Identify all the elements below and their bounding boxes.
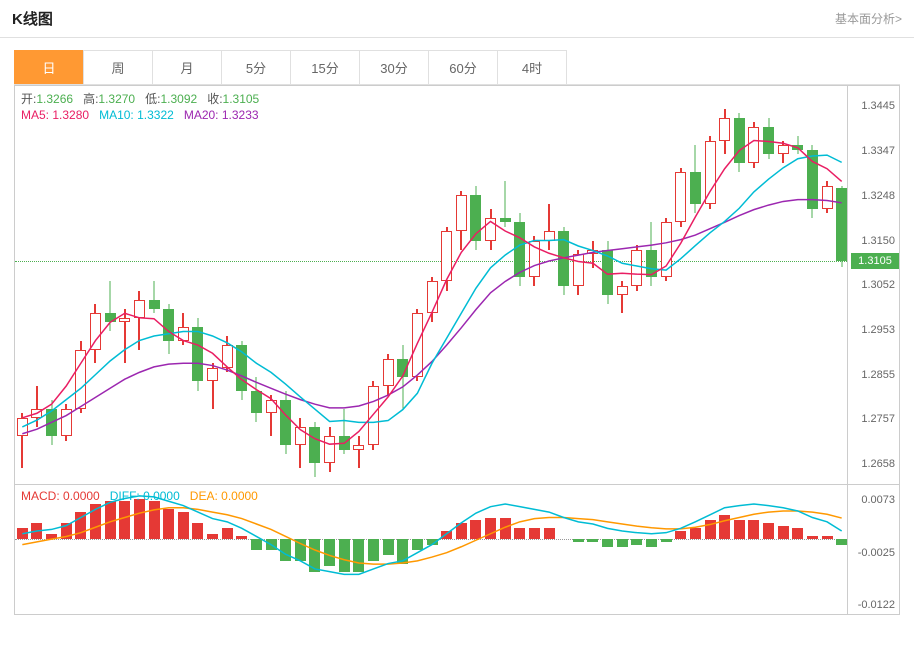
macd-display: MACD: 0.0000 DIFF: 0.0000 DEA: 0.0000 <box>21 489 258 503</box>
timeframe-tabs: 日周月5分15分30分60分4时 <box>14 50 900 85</box>
ytick: 1.3150 <box>861 235 895 247</box>
analysis-link[interactable]: 基本面分析> <box>835 10 902 27</box>
tab-4时[interactable]: 4时 <box>497 50 567 84</box>
ytick: 1.3248 <box>861 190 895 202</box>
tab-30分[interactable]: 30分 <box>359 50 429 84</box>
ytick: 1.2953 <box>861 324 895 336</box>
price-yaxis: 1.3445 1.3347 1.3248 1.3150 1.3052 1.2953 1.28… <box>847 86 899 484</box>
ytick: 1.3347 <box>861 145 895 157</box>
tab-60分[interactable]: 60分 <box>428 50 498 84</box>
ytick: 1.2757 <box>861 413 895 425</box>
ytick: 1.2658 <box>861 458 895 470</box>
tab-日[interactable]: 日 <box>14 50 84 84</box>
page-title: K线图 <box>12 8 53 29</box>
tab-5分[interactable]: 5分 <box>221 50 291 84</box>
macd-yaxis: 0.0073 -0.0025 -0.0122 <box>847 485 899 614</box>
tab-15分[interactable]: 15分 <box>290 50 360 84</box>
ohlc-display: 开:1.3266 高:1.3270 低:1.3092 收:1.3105 <box>21 90 259 107</box>
header: K线图 基本面分析> <box>0 0 914 38</box>
ma-display: MA5: 1.3280 MA10: 1.3322 MA20: 1.3233 <box>21 108 259 122</box>
ytick: 1.3445 <box>861 100 895 112</box>
current-price-tag: 1.3105 <box>851 253 899 269</box>
tab-周[interactable]: 周 <box>83 50 153 84</box>
ytick: 1.3052 <box>861 279 895 291</box>
candlestick-chart[interactable]: 开:1.3266 高:1.3270 低:1.3092 收:1.3105 MA5:… <box>14 85 900 485</box>
ytick: 1.2855 <box>861 369 895 381</box>
macd-ytick: -0.0122 <box>858 599 895 611</box>
current-price-line <box>15 261 847 262</box>
chart-container: K线图 基本面分析> 日周月5分15分30分60分4时 开:1.3266 高:1… <box>0 0 914 648</box>
macd-ytick: -0.0025 <box>858 547 895 559</box>
tab-月[interactable]: 月 <box>152 50 222 84</box>
macd-ytick: 0.0073 <box>861 494 895 506</box>
macd-chart[interactable]: MACD: 0.0000 DIFF: 0.0000 DEA: 0.0000 0.… <box>14 485 900 615</box>
